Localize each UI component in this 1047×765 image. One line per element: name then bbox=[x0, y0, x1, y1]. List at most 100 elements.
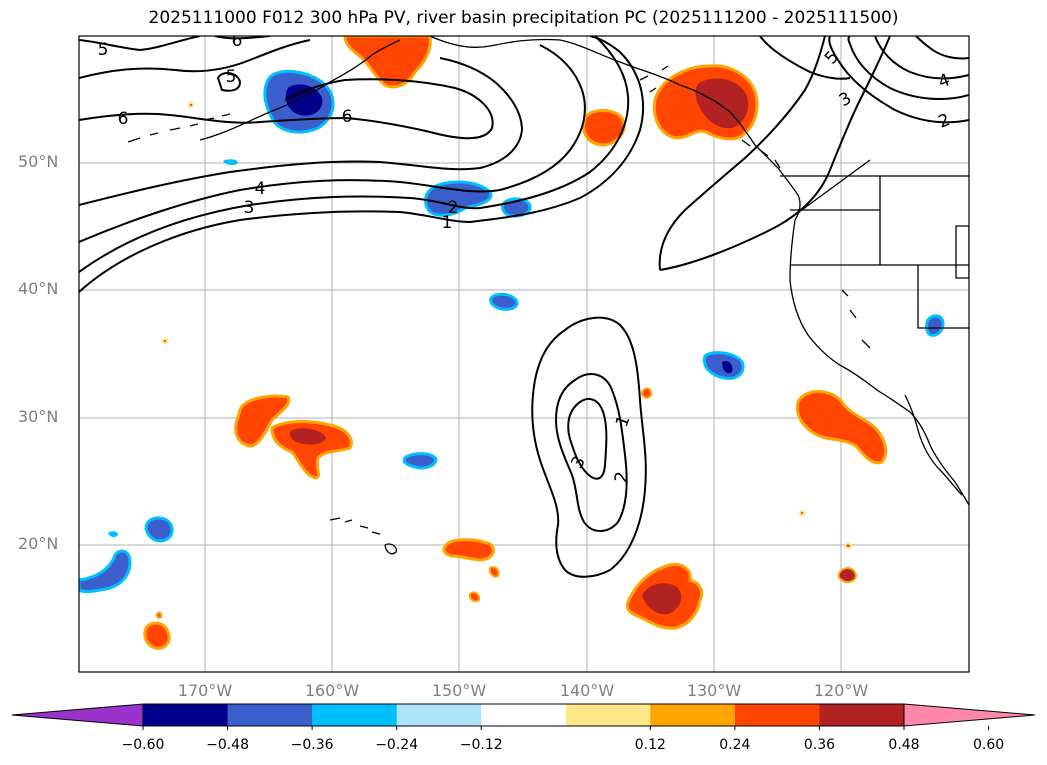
precip-pos-dot-3 bbox=[798, 509, 806, 517]
precip-pos-baja bbox=[795, 390, 888, 465]
colorbar-tick-label: 0.60 bbox=[972, 737, 1005, 753]
colorbar-tick-label: 0.12 bbox=[634, 737, 666, 753]
precip-neg-east-core bbox=[722, 361, 733, 374]
contour-label-6-west: 6 bbox=[118, 109, 129, 129]
pv-contour-ne-1 bbox=[828, 36, 969, 124]
pv-contour-shape-6 bbox=[216, 72, 242, 92]
precip-neg-center bbox=[402, 452, 438, 470]
lon-label-150w: 150°W bbox=[431, 681, 487, 700]
precip-pos-small-1 bbox=[488, 566, 500, 578]
lat-label-20n: 20°N bbox=[18, 534, 59, 553]
contour-label-2-low: 2 bbox=[611, 470, 633, 484]
coast-california-bay bbox=[841, 289, 871, 349]
pv-contour-low-3 bbox=[567, 397, 608, 480]
pv-contour-5-west bbox=[79, 36, 201, 52]
colorbar-segment bbox=[819, 704, 905, 726]
pv-contour-4-main bbox=[79, 57, 524, 206]
contour-label-6-east: 6 bbox=[342, 107, 353, 127]
precip-neg-small-1 bbox=[223, 159, 238, 166]
colorbar-segment bbox=[227, 704, 313, 726]
contour-label-3: 3 bbox=[244, 198, 255, 218]
pv-contour-east-trough bbox=[658, 36, 826, 271]
precip-neg-sw-corner bbox=[79, 549, 132, 593]
pv-contour-2-main bbox=[79, 36, 630, 273]
colorbar-segment bbox=[565, 704, 651, 726]
pv-contour-ne-3 bbox=[874, 36, 969, 80]
map-background bbox=[79, 36, 969, 672]
precip-pos-small-2 bbox=[468, 591, 481, 603]
map-panel[interactable]: 5 6 5 6 6 4 3 2 1 1 2 3 5 3 4 2 bbox=[0, 0, 1047, 700]
pv-contour-ne-2 bbox=[847, 36, 969, 101]
lon-label-130w: 130°W bbox=[686, 681, 742, 700]
lon-label-140w: 140°W bbox=[559, 681, 615, 700]
precip-neg-40n bbox=[489, 292, 519, 311]
pv-contours bbox=[79, 36, 969, 578]
precip-neg-california bbox=[925, 314, 945, 337]
colorbar-tick-label: −0.12 bbox=[459, 737, 503, 753]
contour-label-5-b: 5 bbox=[226, 67, 237, 87]
pv-contour-1-main bbox=[79, 36, 644, 293]
coast-west-us bbox=[789, 219, 969, 506]
precip-pos-mexico bbox=[837, 567, 858, 584]
contour-label-4: 4 bbox=[255, 179, 266, 199]
pv-contour-east-trough-2 bbox=[659, 36, 891, 271]
lat-label-30n: 30°N bbox=[18, 407, 59, 426]
colorbar-tick-label: 0.48 bbox=[888, 737, 920, 753]
lat-label-40n: 40°N bbox=[18, 279, 59, 298]
coastlines bbox=[127, 36, 969, 555]
precip-pos-dot-2 bbox=[161, 337, 169, 345]
colorbar-extend-max bbox=[903, 703, 1036, 727]
lat-label-50n: 50°N bbox=[18, 152, 59, 171]
precip-pos-west-2-core bbox=[289, 428, 326, 445]
border-states bbox=[790, 176, 969, 329]
map-title: 2025111000 F012 300 hPa PV, river basin … bbox=[148, 8, 899, 28]
map-frame bbox=[78, 35, 970, 673]
colorbar-tick-label: −0.24 bbox=[375, 737, 419, 753]
coast-aleutians bbox=[127, 113, 231, 143]
precip-neg-hawaii-west bbox=[144, 516, 174, 543]
colorbar-tick-label: −0.60 bbox=[121, 737, 165, 753]
colorbar-segment bbox=[396, 704, 482, 726]
precip-pos-dot-4 bbox=[155, 611, 163, 619]
colorbar-segment bbox=[143, 704, 229, 726]
contour-label-6-top: 6 bbox=[232, 31, 243, 51]
colorbar-segment bbox=[734, 704, 820, 726]
coast-islands-bc bbox=[639, 65, 781, 169]
precip-pos-hawaii-east bbox=[442, 538, 495, 562]
coast-alaska-gulf bbox=[429, 36, 731, 113]
pv-contour-3-main bbox=[79, 44, 586, 243]
lon-label-170w: 170°W bbox=[177, 681, 233, 700]
precip-pos-dot-1 bbox=[187, 101, 195, 109]
colorbar-extend-min bbox=[11, 703, 144, 727]
colorbar-outline bbox=[142, 703, 905, 727]
coast-hawaii bbox=[329, 517, 397, 555]
pv-contour-ne-4 bbox=[915, 36, 969, 60]
contour-label-5: 5 bbox=[98, 40, 109, 60]
precip-pos-sw bbox=[143, 621, 171, 650]
border-diagonal bbox=[794, 159, 871, 216]
precip-neg-small-2 bbox=[108, 531, 118, 538]
precip-pos-center-small bbox=[640, 387, 653, 399]
pv-contour-ne-5 bbox=[759, 36, 851, 80]
coast-bc bbox=[729, 111, 801, 221]
pv-contour-low-2 bbox=[554, 373, 628, 532]
colorbar-tick-label: −0.48 bbox=[206, 737, 249, 753]
pv-contour-6-loop bbox=[79, 78, 494, 140]
lon-label-120w: 120°W bbox=[813, 681, 869, 700]
colorbar-segment bbox=[650, 704, 736, 726]
pv-contour-low-1 bbox=[531, 316, 647, 578]
precip-pos-south-core bbox=[642, 583, 682, 615]
colorbar-segment bbox=[481, 704, 567, 726]
precip-pos-bc-core bbox=[695, 78, 749, 129]
contour-label-2: 2 bbox=[448, 198, 459, 218]
lon-label-160w: 160°W bbox=[304, 681, 360, 700]
colorbar-tick-label: 0.36 bbox=[803, 737, 836, 753]
colorbar-segment bbox=[312, 704, 398, 726]
pv-contour-5-arc bbox=[79, 39, 311, 79]
contour-label-1: 1 bbox=[442, 213, 453, 233]
coast-baja bbox=[904, 394, 963, 496]
colorbar bbox=[11, 703, 1036, 730]
precip-pos-mexico-2 bbox=[843, 542, 853, 550]
colorbar-tick-label: −0.36 bbox=[290, 737, 334, 753]
precip-pos-west-1 bbox=[234, 394, 291, 448]
